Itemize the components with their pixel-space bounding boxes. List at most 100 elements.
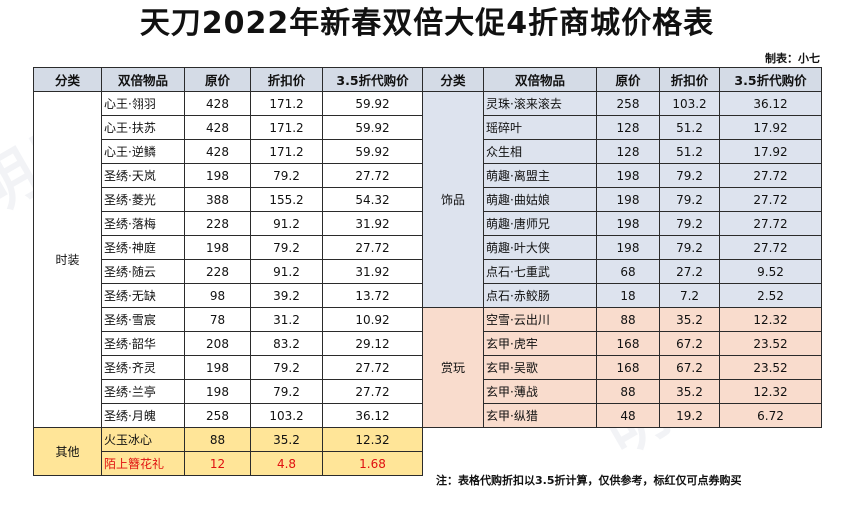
original-price: 18: [596, 283, 660, 308]
item-name: 火玉冰心: [101, 427, 185, 452]
table-row: 点石·七重武 68 27.2 9.52: [423, 259, 822, 284]
table-header-row: 分类 双倍物品 原价 折扣价 3.5折代购价: [422, 67, 822, 92]
proxy-price: 10.92: [322, 307, 423, 332]
table-row: 点石·赤鲛肠 18 7.2 2.52: [423, 283, 822, 308]
discount-price: 35.2: [250, 427, 323, 452]
original-price: 198: [184, 379, 251, 404]
right-price-table: 分类 双倍物品 原价 折扣价 3.5折代购价 饰品 灵珠·滚来滚去 258 10…: [422, 67, 822, 428]
item-name: 萌趣·离盟主: [483, 163, 597, 188]
item-name: 玄甲·薄战: [483, 379, 597, 404]
original-price: 428: [184, 115, 251, 140]
discount-price: 171.2: [250, 91, 323, 116]
left-price-table: 分类 双倍物品 原价 折扣价 3.5折代购价 时装 心王·翎羽 428 171.…: [33, 67, 423, 476]
proxy-price: 36.12: [322, 403, 423, 428]
table-row: 陌上簪花礼 12 4.8 1.68: [34, 451, 423, 476]
item-name: 圣绣·兰亭: [101, 379, 185, 404]
proxy-price: 27.72: [719, 187, 822, 212]
discount-price: 51.2: [659, 115, 720, 140]
table-row: 玄甲·吴歌 168 67.2 23.52: [423, 355, 822, 380]
proxy-price: 29.12: [322, 331, 423, 356]
original-price: 198: [596, 163, 660, 188]
header-item: 双倍物品: [101, 67, 185, 92]
original-price: 68: [596, 259, 660, 284]
original-price: 198: [596, 211, 660, 236]
proxy-price: 12.32: [719, 307, 822, 332]
table-row: 萌趣·离盟主 198 79.2 27.72: [423, 163, 822, 188]
item-name: 圣绣·无缺: [101, 283, 185, 308]
item-name: 圣绣·月魄: [101, 403, 185, 428]
item-name: 空雪·云出川: [483, 307, 597, 332]
discount-price: 91.2: [250, 211, 323, 236]
item-name: 众生相: [483, 139, 597, 164]
discount-price: 155.2: [250, 187, 323, 212]
original-price: 428: [184, 139, 251, 164]
item-name: 灵珠·滚来滚去: [483, 91, 597, 116]
proxy-price: 36.12: [719, 91, 822, 116]
proxy-price: 54.32: [322, 187, 423, 212]
discount-price: 103.2: [659, 91, 720, 116]
item-name: 萌趣·叶大侠: [483, 235, 597, 260]
proxy-price: 23.52: [719, 355, 822, 380]
discount-price: 171.2: [250, 139, 323, 164]
item-name: 圣绣·天岚: [101, 163, 185, 188]
original-price: 208: [184, 331, 251, 356]
table-header-row: 分类 双倍物品 原价 折扣价 3.5折代购价: [33, 67, 423, 92]
proxy-price: 27.72: [322, 379, 423, 404]
original-price: 88: [596, 307, 660, 332]
discount-price: 79.2: [250, 235, 323, 260]
category-cell-collectible: 赏玩: [422, 307, 484, 428]
discount-price: 79.2: [659, 211, 720, 236]
discount-price: 35.2: [659, 307, 720, 332]
author-credit: 制表：小七: [765, 52, 820, 65]
item-name: 萌趣·曲姑娘: [483, 187, 597, 212]
proxy-price: 13.72: [322, 283, 423, 308]
item-name: 心王·逆鳞: [101, 139, 185, 164]
proxy-price: 59.92: [322, 115, 423, 140]
discount-price: 79.2: [250, 379, 323, 404]
table-row: 圣绣·神庭 198 79.2 27.72: [34, 235, 423, 260]
original-price: 198: [596, 235, 660, 260]
original-price: 78: [184, 307, 251, 332]
category-cell-other: 其他: [33, 427, 102, 476]
item-name: 圣绣·齐灵: [101, 355, 185, 380]
original-price: 428: [184, 91, 251, 116]
table-row: 萌趣·叶大侠 198 79.2 27.72: [423, 235, 822, 260]
discount-price: 67.2: [659, 331, 720, 356]
original-price: 198: [184, 235, 251, 260]
proxy-price: 27.72: [719, 235, 822, 260]
proxy-price: 23.52: [719, 331, 822, 356]
table-row: 萌趣·曲姑娘 198 79.2 27.72: [423, 187, 822, 212]
discount-price: 67.2: [659, 355, 720, 380]
original-price: 12: [184, 451, 251, 476]
original-price: 258: [596, 91, 660, 116]
discount-price: 79.2: [250, 355, 323, 380]
proxy-price: 6.72: [719, 403, 822, 428]
discount-price: 27.2: [659, 259, 720, 284]
discount-price: 7.2: [659, 283, 720, 308]
proxy-price: 27.72: [719, 211, 822, 236]
table-row: 圣绣·雪宸 78 31.2 10.92: [34, 307, 423, 332]
table-row: 圣绣·兰亭 198 79.2 27.72: [34, 379, 423, 404]
item-name: 圣绣·随云: [101, 259, 185, 284]
item-name: 陌上簪花礼: [101, 451, 185, 476]
item-name: 玄甲·虎牢: [483, 331, 597, 356]
table-row: 圣绣·随云 228 91.2 31.92: [34, 259, 423, 284]
header-category: 分类: [33, 67, 102, 92]
item-name: 玄甲·纵猎: [483, 403, 597, 428]
discount-price: 51.2: [659, 139, 720, 164]
item-name: 点石·七重武: [483, 259, 597, 284]
table-row: 赏玩 空雪·云出川 88 35.2 12.32: [422, 307, 822, 428]
proxy-price: 12.32: [719, 379, 822, 404]
table-row: 心王·扶苏 428 171.2 59.92: [34, 115, 423, 140]
discount-price: 91.2: [250, 259, 323, 284]
header-category: 分类: [422, 67, 484, 92]
proxy-price: 31.92: [322, 259, 423, 284]
proxy-price: 9.52: [719, 259, 822, 284]
discount-price: 103.2: [250, 403, 323, 428]
original-price: 88: [184, 427, 251, 452]
original-price: 198: [184, 163, 251, 188]
original-price: 168: [596, 331, 660, 356]
original-price: 388: [184, 187, 251, 212]
discount-price: 19.2: [659, 403, 720, 428]
discount-price: 83.2: [250, 331, 323, 356]
